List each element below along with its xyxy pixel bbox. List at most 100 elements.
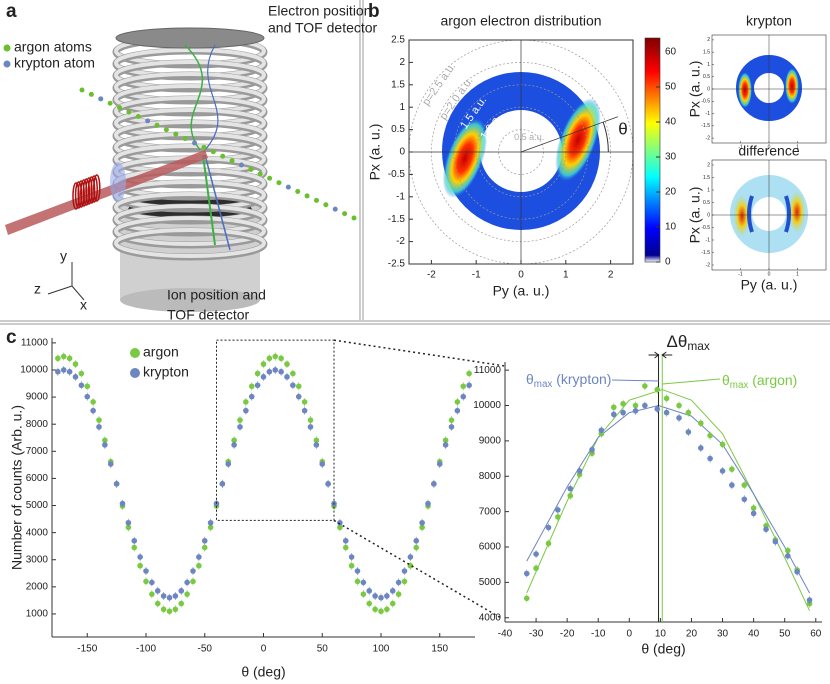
point: [378, 594, 384, 601]
pulse-ring: [87, 176, 96, 204]
x-tick-label: 10: [655, 629, 667, 640]
zoom-box: [216, 339, 335, 521]
coil-ring: [114, 216, 266, 246]
point: [307, 424, 314, 430]
point: [272, 353, 279, 360]
atom: [342, 211, 348, 217]
atom: [210, 149, 216, 155]
atom: [257, 171, 263, 177]
x-tick-label: 30: [717, 629, 729, 640]
plot-title: argon electron distribution: [440, 13, 601, 29]
point: [567, 492, 574, 499]
point: [533, 565, 539, 572]
x-tick-label: -1: [738, 271, 743, 277]
y-tick-label: -2.5: [388, 259, 406, 270]
point: [523, 595, 530, 602]
colorbar-tick-label: 20: [665, 187, 677, 198]
atom: [313, 197, 319, 203]
point: [113, 481, 120, 487]
y-tick-label: 4000: [26, 527, 49, 538]
point: [401, 568, 408, 574]
y-tick-label: 0: [707, 86, 710, 92]
detector-label: TOF detector: [167, 307, 250, 323]
y-tick-label: 11000: [21, 338, 49, 349]
y-tick-label: -0.5: [388, 169, 406, 180]
point: [131, 537, 138, 544]
point: [154, 588, 161, 594]
x-tick-label: 0: [518, 270, 524, 281]
point: [576, 468, 583, 474]
point: [620, 409, 626, 416]
point: [313, 442, 320, 448]
x-tick-label: -20: [560, 629, 575, 640]
pulse-ring: [74, 181, 83, 209]
y-tick-label: 1000: [26, 609, 49, 620]
point: [589, 446, 595, 453]
point: [794, 568, 800, 575]
point: [184, 591, 190, 597]
point: [442, 442, 449, 448]
atom: [248, 166, 254, 172]
trajectory: [184, 44, 204, 151]
atom: [88, 91, 94, 97]
point: [102, 437, 108, 444]
y-tick-label: -0.5: [701, 99, 710, 105]
label-leader: [662, 378, 721, 385]
y-tick-label: 2: [399, 57, 405, 68]
point: [166, 608, 173, 615]
y-tick-label: 10000: [20, 365, 48, 376]
point: [395, 591, 402, 597]
point: [295, 393, 302, 400]
zoom-connector: [333, 339, 506, 367]
atom: [304, 193, 310, 199]
point: [266, 368, 273, 375]
pulse-ring: [77, 180, 85, 208]
point: [143, 578, 149, 585]
atom-beam: [79, 87, 357, 221]
atom: [154, 122, 160, 128]
point: [90, 407, 96, 414]
point: [160, 593, 167, 599]
fit-curve: [526, 404, 811, 594]
y-tick-label: 8000: [26, 419, 49, 430]
point: [729, 482, 735, 488]
atom: [323, 202, 329, 208]
point: [219, 481, 226, 487]
point: [272, 367, 279, 373]
atom: [267, 175, 273, 181]
coil: [112, 35, 268, 261]
point: [642, 402, 648, 409]
angle-ray: [520, 116, 618, 153]
point: [610, 404, 617, 411]
point: [295, 383, 302, 390]
point: [131, 544, 138, 551]
atom: [332, 206, 338, 212]
atom: [182, 136, 188, 142]
point: [384, 606, 390, 613]
point: [719, 441, 726, 448]
legend-label: krypton atom: [14, 55, 95, 71]
x-tick-label: -150: [77, 644, 97, 655]
legend-marker: [130, 368, 140, 378]
point: [685, 409, 692, 416]
x-tick-label: 0: [261, 644, 267, 655]
x-tick-label: 0: [627, 629, 633, 640]
point: [372, 606, 378, 613]
point: [750, 505, 757, 511]
fit-curve: [526, 389, 811, 611]
point: [207, 519, 214, 526]
detector-label: Electron position: [268, 3, 372, 19]
point: [278, 355, 284, 362]
point: [284, 361, 290, 367]
atom: [98, 96, 104, 102]
x-tick-label: 20: [686, 629, 698, 640]
y-tick-label: 6000: [479, 542, 502, 553]
atom: [145, 118, 151, 124]
atom: [220, 153, 226, 159]
cylinder-base: [120, 288, 260, 312]
point: [237, 417, 243, 423]
point: [707, 455, 713, 462]
x-tick-label: -1: [738, 144, 743, 150]
y-tick-label: 5000: [26, 500, 49, 511]
x-axis-label: θ (deg): [641, 641, 685, 657]
